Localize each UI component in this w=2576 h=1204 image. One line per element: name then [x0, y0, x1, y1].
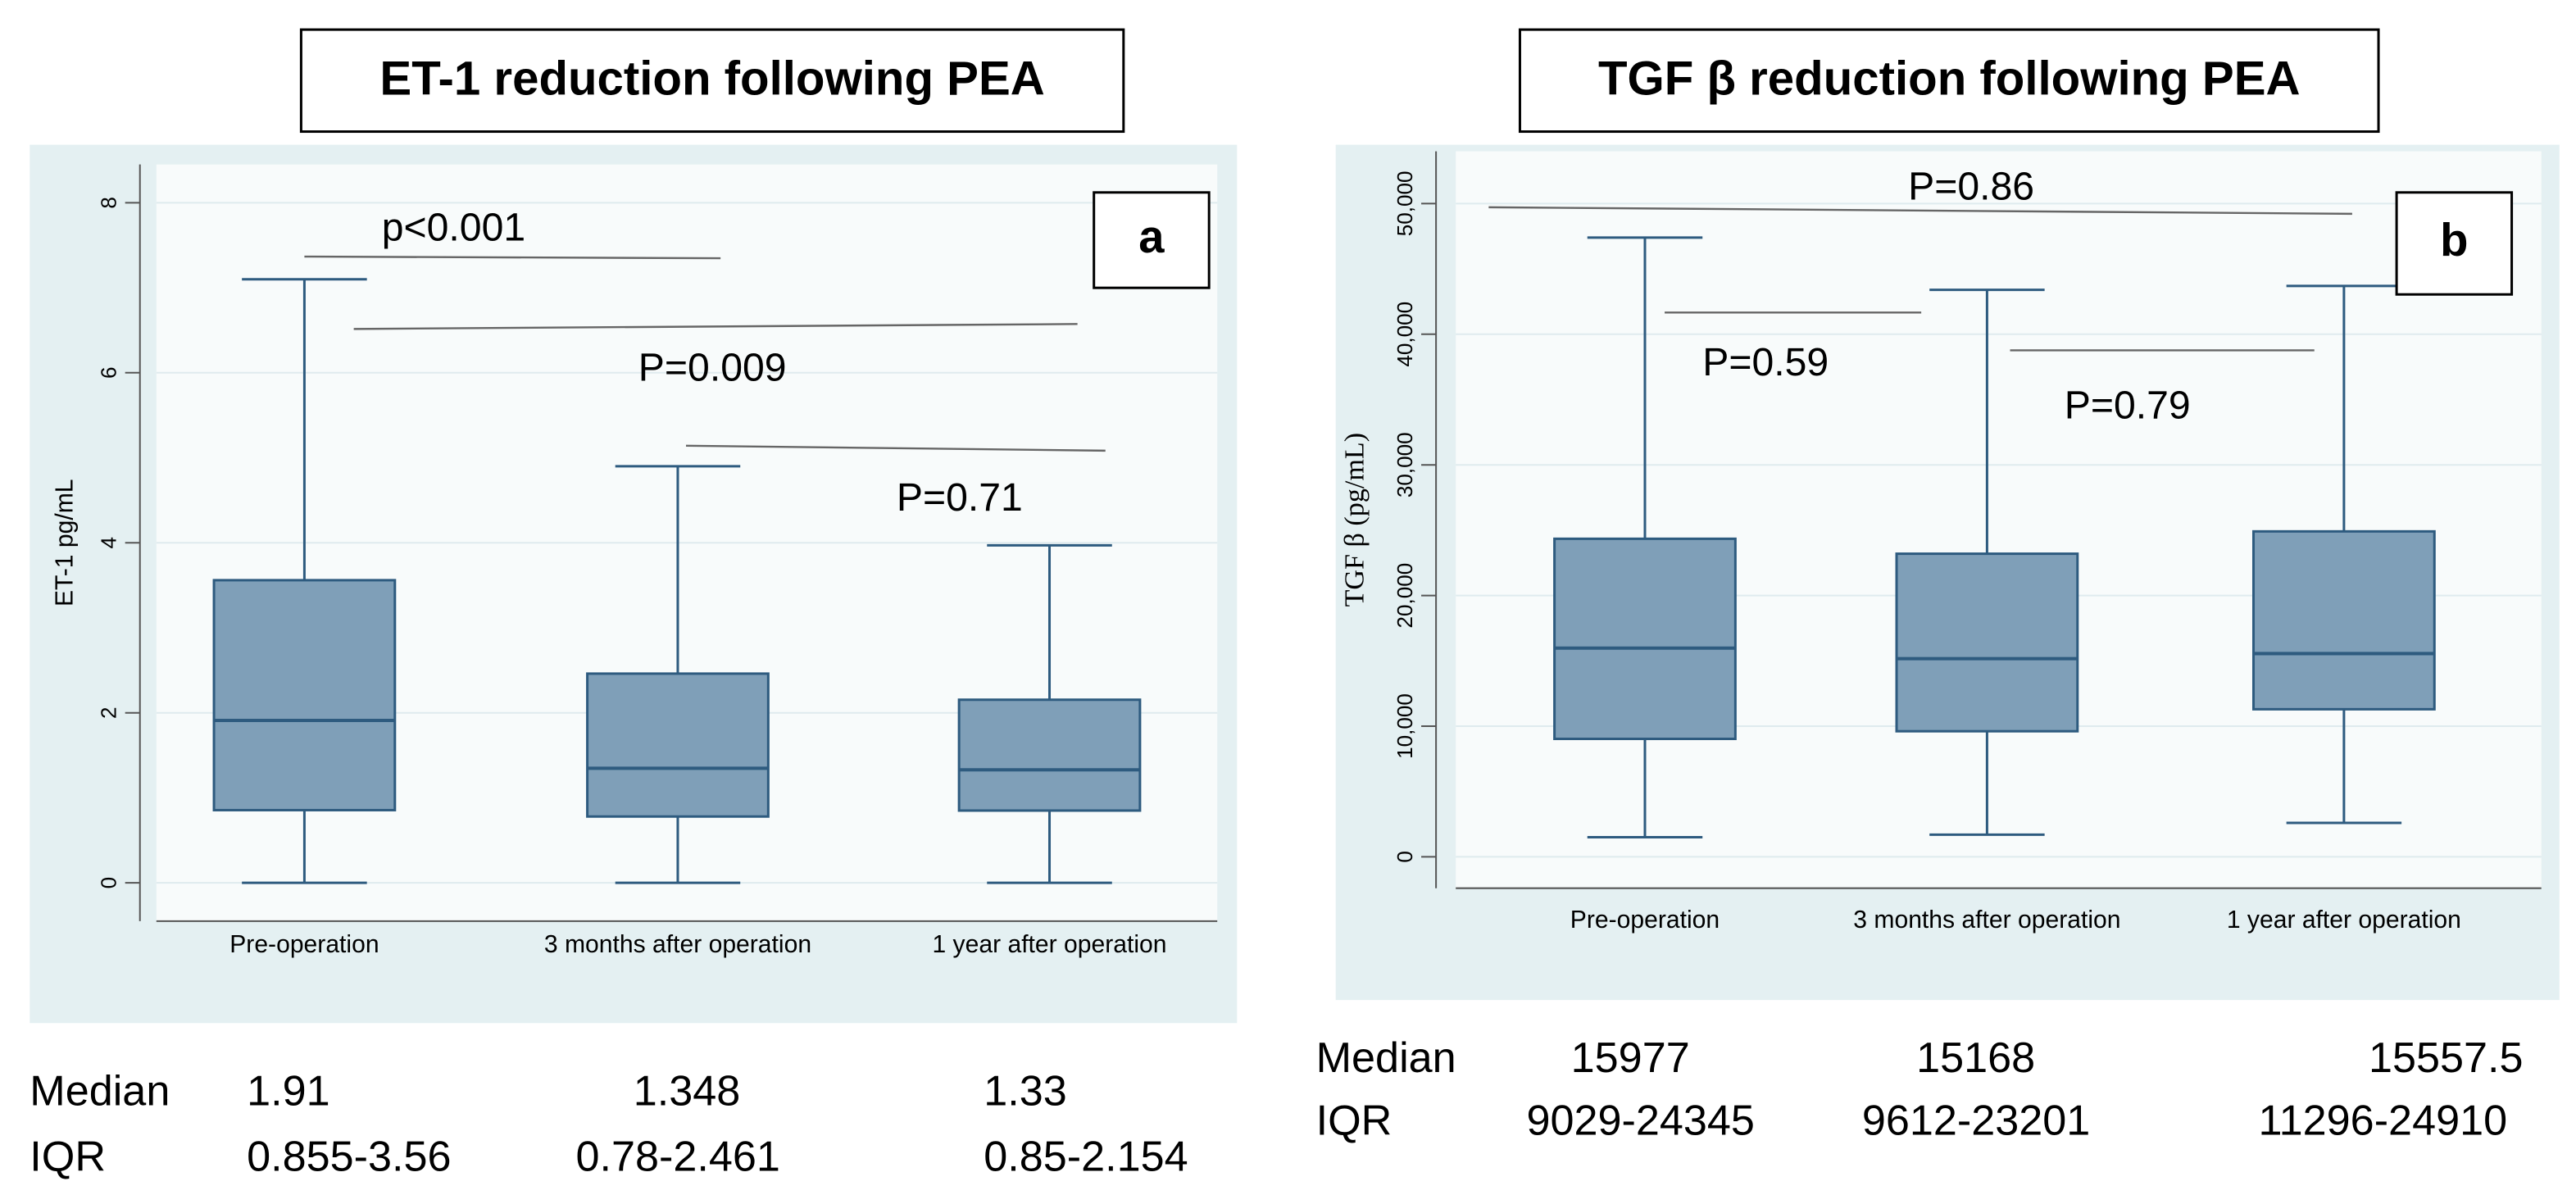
y-tick-label: 0 [96, 877, 120, 889]
y-tick-label: 30,000 [1392, 432, 1417, 498]
x-tick-label: 3 months after operation [1853, 906, 2120, 934]
plot-area [1456, 151, 2542, 888]
panel-label-box [2395, 191, 2514, 296]
box [957, 698, 1142, 812]
p-value-annotation: P=0.71 [897, 475, 1023, 520]
title-box [299, 28, 1125, 134]
y-tick-label: 40,000 [1392, 302, 1417, 367]
x-tick-label: Pre-operation [1570, 906, 1720, 934]
table-iqr: 11296-24910 [2259, 1097, 2508, 1144]
panel-label: b [2440, 214, 2468, 266]
y-axis-label: ET-1 pg/mL [51, 479, 78, 607]
comparison-line [304, 255, 721, 260]
table-iqr: 9029-24345 [1526, 1097, 1754, 1144]
x-tick-label: 3 months after operation [544, 931, 811, 958]
table-median: 15977 [1571, 1034, 1690, 1082]
p-value-annotation: P=0.59 [1702, 340, 1829, 384]
p-value-annotation: P=0.79 [2065, 383, 2191, 427]
chart-title: ET-1 reduction following PEA [379, 52, 1044, 106]
y-tick-label: 50,000 [1392, 171, 1417, 237]
y-tick-label: 20,000 [1392, 563, 1417, 629]
y-tick-label: 4 [96, 537, 120, 549]
comparison-line [353, 323, 1078, 330]
table-median: 1.348 [634, 1067, 741, 1115]
table-row-label: Median [30, 1067, 170, 1115]
y-tick-label: 6 [96, 367, 120, 379]
y-tick-label: 2 [96, 706, 120, 719]
y-tick-label: 0 [1392, 851, 1417, 863]
table-median: 1.33 [984, 1067, 1067, 1115]
chart-title: TGF β reduction following PEA [1598, 52, 2301, 106]
table-iqr: 0.78-2.461 [576, 1134, 780, 1181]
x-tick-label: 1 year after operation [932, 931, 1166, 958]
box [212, 579, 397, 811]
box [586, 672, 770, 818]
table-median: 15557.5 [2369, 1034, 2524, 1082]
y-tick-label: 8 [96, 197, 120, 209]
table-median: 1.91 [247, 1067, 330, 1115]
p-value-annotation: p<0.001 [382, 206, 525, 250]
box [2252, 529, 2436, 711]
panel-label-box [1093, 191, 1211, 289]
y-axis-label: TGF β (pg/mL) [1340, 433, 1370, 607]
p-value-annotation: P=0.009 [638, 345, 787, 389]
table-iqr: 9612-23201 [1862, 1097, 2090, 1144]
table-iqr: 0.855-3.56 [247, 1134, 451, 1181]
comparison-line [1488, 206, 2352, 216]
title-box [1518, 28, 2380, 134]
table-row-label: Median [1316, 1034, 1456, 1082]
table-row-label: IQR [1316, 1097, 1392, 1144]
box [1553, 537, 1737, 741]
table-row-label: IQR [30, 1134, 106, 1181]
comparison-line [685, 444, 1106, 452]
x-tick-label: 1 year after operation [2227, 906, 2461, 934]
box [1895, 552, 2079, 733]
y-tick-label: 10,000 [1392, 693, 1417, 759]
table-median: 15168 [1916, 1034, 2035, 1082]
p-value-annotation: P=0.86 [1908, 165, 2034, 209]
table-iqr: 0.85-2.154 [984, 1134, 1188, 1181]
x-tick-label: Pre-operation [229, 931, 379, 958]
panel-label: a [1138, 211, 1165, 262]
